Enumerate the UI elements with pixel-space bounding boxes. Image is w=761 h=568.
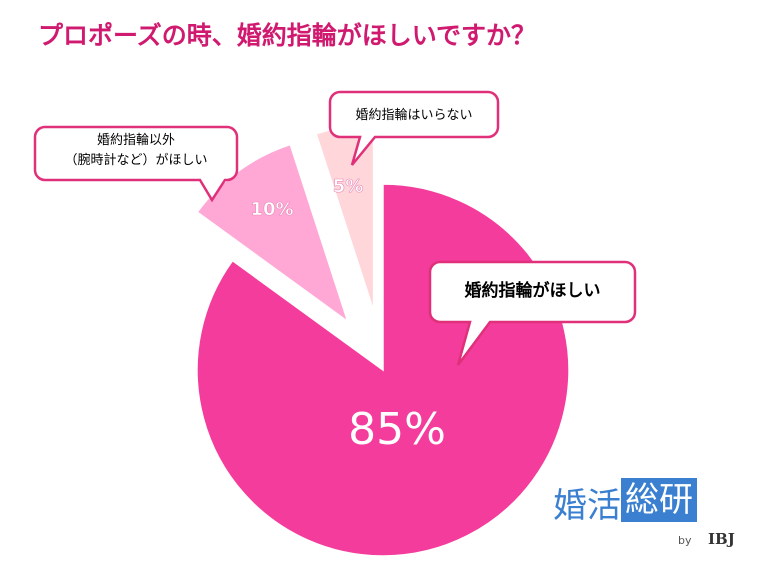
pie-slice [196, 143, 350, 324]
callout-box [428, 260, 637, 366]
logo-by: by [678, 534, 692, 547]
legend-label: 婚約指輪がほしい [464, 281, 601, 301]
logo-text: 婚活 [553, 486, 621, 526]
legend-label: 婚約指輪はいらない [355, 108, 473, 123]
legend-label: 婚約指輪以外 （腕時計など）がほしい [64, 133, 208, 168]
data-label: 10% [250, 199, 293, 220]
logo-text: 総研 [621, 478, 697, 522]
data-label: 5% [333, 176, 364, 197]
logo-brand: IBJ [708, 530, 735, 548]
data-label: 85% [348, 404, 446, 455]
pie: 85% 10% 5% [196, 123, 570, 557]
callout-box [33, 125, 239, 203]
callout-shapes [33, 90, 637, 366]
chart-title: プロポーズの時、婚約指輪がほしいですか？ [38, 21, 537, 50]
callout-box [328, 90, 500, 166]
